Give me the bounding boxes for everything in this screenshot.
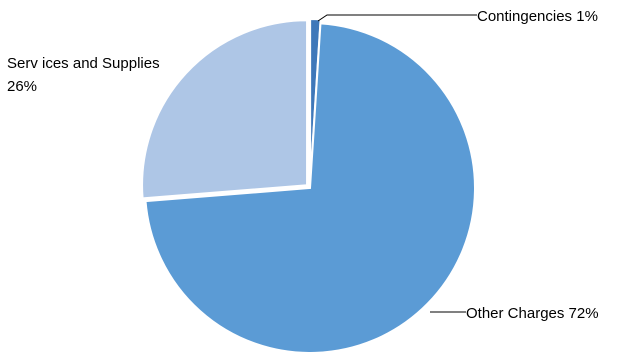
pie-slice-services-and-supplies xyxy=(141,19,309,200)
pie-slice-other-charges xyxy=(144,22,476,354)
leader-lines xyxy=(317,14,477,313)
data-label-contingencies: Contingencies 1% xyxy=(477,8,598,25)
data-label-services-and-supplies-percent: 26% xyxy=(7,78,37,95)
leader-line-contingencies xyxy=(317,14,477,22)
data-label-other-charges: Other Charges 72% xyxy=(466,305,599,322)
data-label-services-and-supplies-name: Serv ices and Supplies xyxy=(7,55,160,72)
data-labels: Contingencies 1% Other Charges 72% Serv … xyxy=(7,8,599,322)
slices-layer xyxy=(141,18,476,354)
